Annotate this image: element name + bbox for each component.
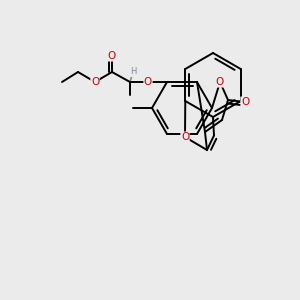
Text: H: H — [130, 68, 136, 76]
Text: O: O — [216, 77, 224, 87]
Text: O: O — [241, 97, 249, 107]
Text: O: O — [144, 77, 152, 87]
Text: O: O — [181, 132, 189, 142]
Text: O: O — [91, 77, 99, 87]
Text: O: O — [108, 51, 116, 61]
